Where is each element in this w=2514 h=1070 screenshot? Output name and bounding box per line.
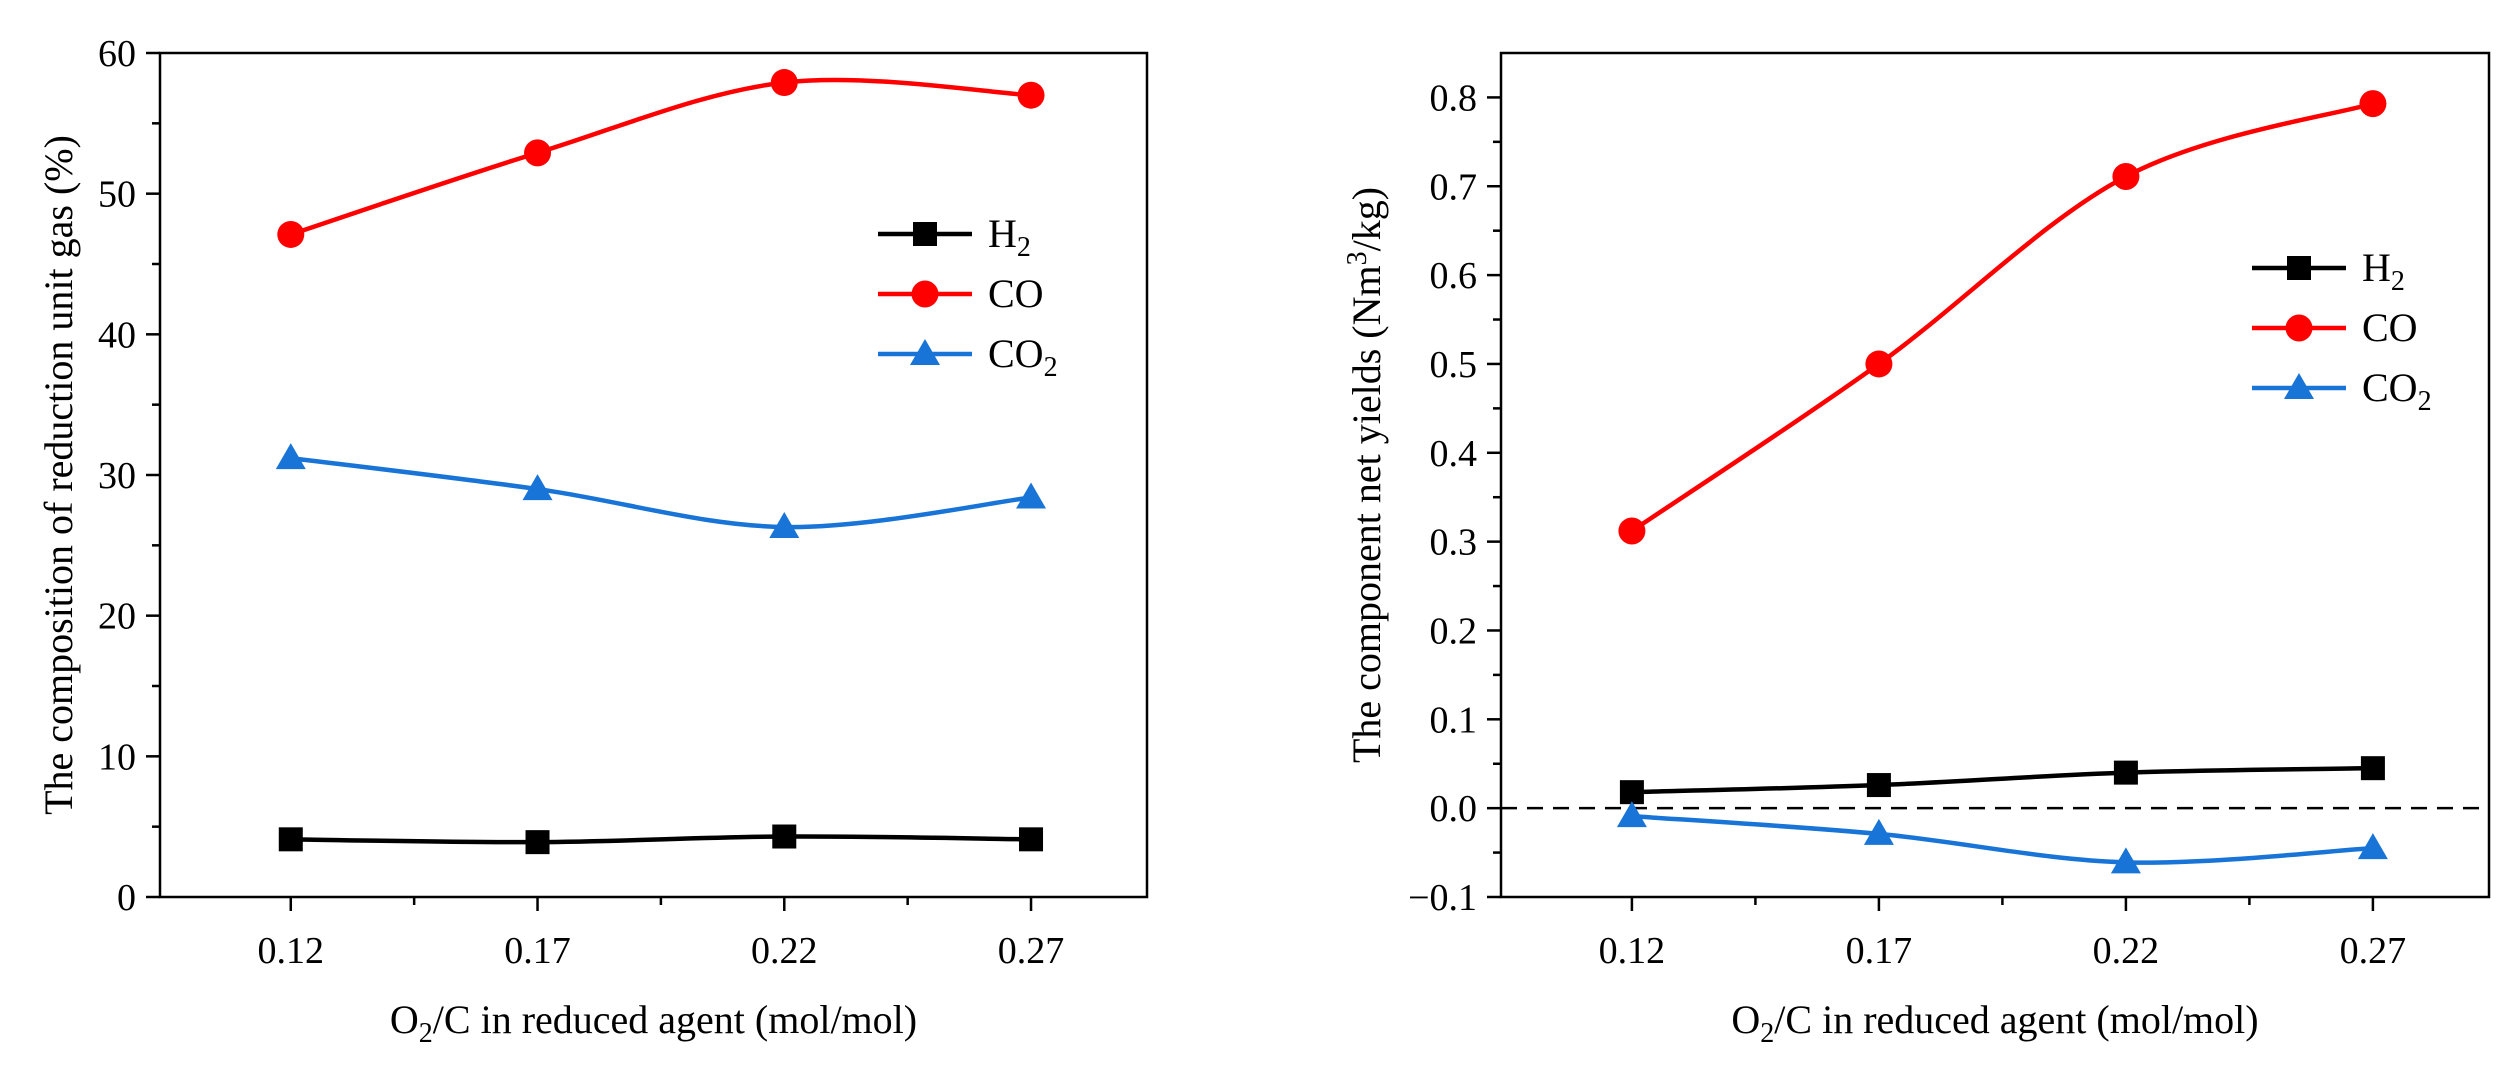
y-tick-label: 20	[98, 596, 136, 638]
y-tick-label: 30	[98, 455, 136, 497]
x-tick-label: 0.27	[2340, 930, 2407, 972]
data-point-co	[2112, 162, 2140, 190]
series-line-co2	[1631, 813, 2374, 865]
data-point-co	[770, 69, 798, 97]
series-line-co2	[290, 455, 1032, 530]
chart-left: 0 10 20 30 40 50 60 0.12 0.17 0.22 0.27 H2 CO CO2 O2/C…	[36, 33, 1149, 1049]
data-point-co	[2359, 90, 2387, 118]
data-point-h2	[525, 830, 550, 855]
x-tick-label: 0.12	[258, 930, 325, 972]
y-tick-label: 0.1	[1430, 699, 1478, 741]
plot-frame	[1499, 51, 2491, 899]
series-line-h2	[290, 834, 1032, 845]
x-tick-label: 0.17	[1846, 930, 1913, 972]
x-axis-title: O2/C in reduced agent (mol/mol)	[390, 997, 917, 1049]
x-tick-label: 0.27	[998, 930, 1065, 972]
legend-label-co: CO	[2362, 305, 2418, 350]
y-tick-label: 0	[117, 877, 136, 919]
y-tick-label: 60	[98, 33, 136, 75]
data-point-co2	[522, 474, 553, 501]
data-point-h2	[278, 827, 303, 852]
legend-label-co2: CO2	[988, 331, 1058, 383]
x-tick-label: 0.22	[2093, 930, 2160, 972]
y-tick-label: 0.3	[1430, 522, 1478, 564]
series-line-h2	[1631, 765, 2373, 795]
legend-label-h2: H2	[2362, 245, 2405, 297]
legend-marker-h2	[913, 222, 937, 246]
legend-label-co2: CO2	[2362, 365, 2432, 417]
y-tick-label: 10	[98, 736, 136, 778]
legend-marker-co2	[2284, 373, 2314, 399]
y-axis-title: The component net yields (Nm3/kg)	[1342, 187, 1389, 763]
y-tick-label: 50	[98, 174, 136, 216]
legend-marker-h2	[2287, 256, 2311, 280]
data-point-co2	[1616, 801, 1647, 828]
legend-label-h2: H2	[988, 211, 1031, 263]
data-point-co	[1017, 81, 1045, 109]
y-tick-label: 0.2	[1430, 610, 1478, 652]
data-point-co	[1618, 517, 1646, 545]
legend-label-co: CO	[988, 271, 1044, 316]
data-point-co	[277, 220, 305, 248]
y-tick-label: 0.0	[1430, 788, 1478, 830]
data-point-h2	[1619, 780, 1644, 805]
x-tick-label: 0.22	[751, 930, 818, 972]
data-point-h2	[772, 824, 797, 849]
y-tick-label: 0.4	[1430, 433, 1478, 475]
data-point-h2	[1866, 773, 1891, 798]
y-tick-label: −0.1	[1408, 877, 1477, 919]
plot-frame	[158, 51, 1149, 899]
y-tick-label: 0.8	[1430, 77, 1478, 119]
data-point-co	[1865, 350, 1893, 378]
legend-marker-co	[2285, 314, 2313, 342]
y-tick-label: 0.5	[1430, 344, 1478, 386]
series-line-co	[290, 77, 1032, 237]
legend-marker-co	[911, 280, 939, 308]
data-point-co2	[2357, 833, 2388, 860]
x-tick-label: 0.12	[1599, 930, 1666, 972]
legend: H2 CO CO2	[2252, 245, 2432, 417]
chart-right: −0.1 0.0 0.1 0.2 0.3 0.4 0.5 0.6 0.7 0.8 0.12 0.17 0…	[1342, 51, 2491, 1049]
legend-marker-co2	[910, 339, 940, 365]
y-tick-label: 0.6	[1430, 255, 1478, 297]
x-axis-title: O2/C in reduced agent (mol/mol)	[1731, 997, 2258, 1049]
data-point-co2	[275, 443, 306, 470]
x-tick-label: 0.17	[504, 930, 571, 972]
series-line-co	[1630, 101, 2374, 533]
y-axis-title: The composition of reduction unit gas (%…	[36, 135, 81, 815]
data-point-co2	[769, 512, 800, 539]
data-point-co	[524, 139, 552, 167]
data-point-h2	[2113, 760, 2138, 785]
legend: H2 CO CO2	[878, 211, 1058, 383]
data-point-co2	[1863, 818, 1894, 845]
data-point-h2	[1019, 827, 1044, 852]
data-point-co2	[2110, 847, 2141, 874]
y-tick-label: 0.7	[1430, 166, 1478, 208]
y-tick-label: 40	[98, 314, 136, 356]
data-point-co2	[1016, 482, 1047, 509]
data-point-h2	[2360, 756, 2385, 781]
